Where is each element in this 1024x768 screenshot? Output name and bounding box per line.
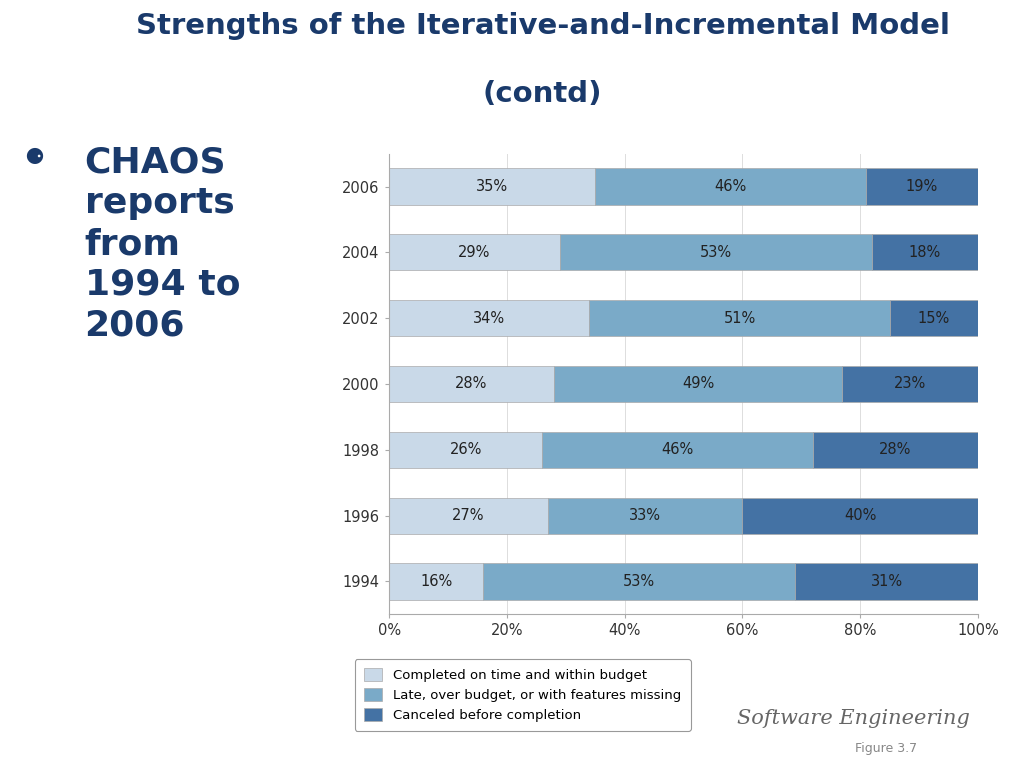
Bar [796, 564, 978, 600]
Text: Strengths of the Iterative-and-Incremental Model: Strengths of the Iterative-and-Increment… [136, 12, 949, 40]
Text: CHAOS
reports
from
1994 to
2006: CHAOS reports from 1994 to 2006 [85, 146, 240, 343]
Text: 29%: 29% [459, 245, 490, 260]
Text: ⚈: ⚈ [24, 148, 44, 168]
Text: 51%: 51% [723, 311, 756, 326]
Bar [543, 432, 813, 468]
Text: 46%: 46% [715, 179, 746, 194]
Bar [813, 432, 978, 468]
Text: Software Engineering: Software Engineering [737, 709, 970, 727]
Bar [389, 234, 560, 270]
Bar [890, 300, 978, 336]
Bar [560, 234, 872, 270]
Bar [595, 168, 866, 204]
Bar [843, 366, 978, 402]
Text: 46%: 46% [662, 442, 693, 457]
Text: 31%: 31% [870, 574, 903, 589]
Text: 26%: 26% [450, 442, 482, 457]
Text: 23%: 23% [894, 376, 927, 392]
Text: 34%: 34% [473, 311, 505, 326]
Bar [871, 234, 978, 270]
Bar [389, 432, 543, 468]
Text: Figure 3.7: Figure 3.7 [855, 743, 918, 755]
Bar [389, 168, 595, 204]
Bar [548, 498, 742, 534]
Text: 35%: 35% [476, 179, 508, 194]
Text: 16%: 16% [420, 574, 453, 589]
Bar [590, 300, 890, 336]
Text: 28%: 28% [880, 442, 911, 457]
Text: 19%: 19% [906, 179, 938, 194]
Text: 28%: 28% [456, 376, 487, 392]
Text: 53%: 53% [624, 574, 655, 589]
Bar [742, 498, 978, 534]
Text: 33%: 33% [629, 508, 662, 523]
Bar [389, 300, 590, 336]
Text: 49%: 49% [682, 376, 715, 392]
Text: (contd): (contd) [483, 80, 602, 108]
Bar [389, 366, 554, 402]
Bar [389, 498, 548, 534]
Text: 40%: 40% [844, 508, 877, 523]
Text: 18%: 18% [909, 245, 941, 260]
Legend: Completed on time and within budget, Late, over budget, or with features missing: Completed on time and within budget, Lat… [354, 659, 690, 731]
Text: 15%: 15% [918, 311, 950, 326]
Bar [483, 564, 796, 600]
Bar [554, 366, 843, 402]
Text: 53%: 53% [699, 245, 732, 260]
Bar [389, 564, 483, 600]
Text: 27%: 27% [453, 508, 484, 523]
Bar [866, 168, 978, 204]
